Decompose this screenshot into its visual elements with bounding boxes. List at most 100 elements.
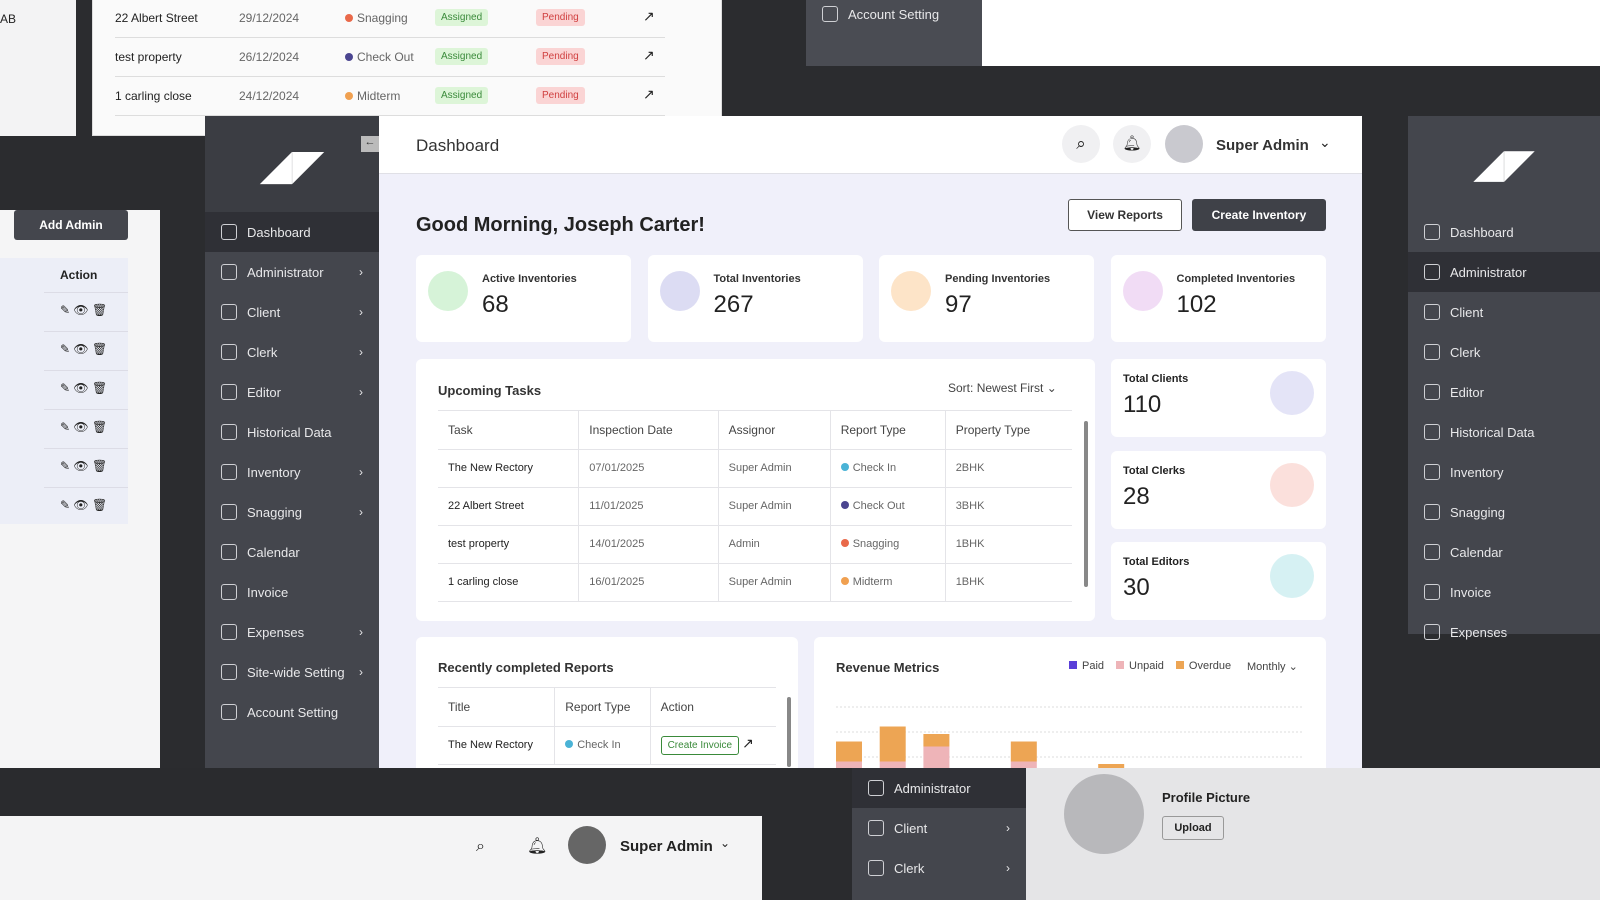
right-sidebar-item[interactable]: Inventory <box>1408 452 1600 492</box>
sidebar-item-dashboard[interactable]: Dashboard <box>205 212 379 252</box>
admin-row: ✎ 👁︎ 🗑︎ <box>44 448 128 486</box>
period-dropdown[interactable]: Monthly ⌄ <box>1247 661 1298 673</box>
user-name[interactable]: Super Admin <box>620 838 713 855</box>
sidebar-item-editor[interactable]: Editor › <box>205 372 379 412</box>
sidebar-item-snagging[interactable]: Snagging › <box>205 492 379 532</box>
avatar[interactable] <box>568 826 606 864</box>
delete-icon[interactable]: 🗑︎ <box>91 420 108 434</box>
view-icon[interactable]: 👁︎ <box>73 459 89 473</box>
delete-icon[interactable]: 🗑︎ <box>91 381 108 395</box>
stat-value: 102 <box>1176 291 1217 318</box>
stat-value: 110 <box>1123 391 1162 418</box>
stat-value: 97 <box>945 291 972 318</box>
right-sidebar-item[interactable]: Expenses <box>1408 612 1600 652</box>
view-icon[interactable]: 👁︎ <box>73 420 89 434</box>
search-icon[interactable]: ⌕ <box>476 838 485 855</box>
table-row[interactable]: test property 14/01/2025 Admin Snagging 1BHK <box>438 525 1072 564</box>
right-sidebar-item[interactable]: Invoice <box>1408 572 1600 612</box>
edit-icon[interactable]: ✎ <box>60 498 71 512</box>
chevron-right-icon: › <box>359 505 363 519</box>
sidebar-item-site-wide-setting[interactable]: Site-wide Setting › <box>205 652 379 692</box>
view-icon[interactable]: 👁︎ <box>73 381 89 395</box>
right-sidebar-item[interactable]: Editor <box>1408 372 1600 412</box>
right-sidebar-item[interactable]: Administrator <box>1408 252 1600 292</box>
sidebar-item-expenses[interactable]: Expenses › <box>205 612 379 652</box>
view-icon[interactable]: 👁︎ <box>73 303 89 317</box>
sidebar-item-invoice[interactable]: Invoice <box>205 572 379 612</box>
bottom-sidebar-item[interactable]: Clerk › <box>852 848 1026 888</box>
table-row[interactable]: 22 Albert Street 11/01/2025 Super Admin Che… <box>438 487 1072 526</box>
right-sidebar-item[interactable]: Historical Data <box>1408 412 1600 452</box>
delete-icon[interactable]: 🗑︎ <box>91 459 108 473</box>
nav-icon <box>221 544 237 560</box>
nav-icon <box>1424 344 1440 360</box>
edit-icon[interactable]: ✎ <box>60 420 71 434</box>
stat-value: 28 <box>1123 482 1150 510</box>
bottom-sidebar-item[interactable]: Administrator <box>852 768 1026 808</box>
user-name[interactable]: Super Admin <box>1216 137 1309 154</box>
right-sidebar-item[interactable]: Clerk <box>1408 332 1600 372</box>
sort-dropdown[interactable]: Sort: Newest First ⌄ <box>948 381 1057 395</box>
chevron-right-icon: › <box>359 265 363 279</box>
right-sidebar-item[interactable]: Client <box>1408 292 1600 332</box>
nav-label: Invoice <box>247 584 289 600</box>
sidebar-item-client[interactable]: Client › <box>205 292 379 332</box>
edit-icon[interactable]: ✎ <box>60 459 71 473</box>
add-admin-button[interactable]: Add Admin <box>14 210 128 240</box>
open-arrow-icon[interactable]: ↗ <box>643 8 655 24</box>
sidebar-item-historical-data[interactable]: Historical Data <box>205 412 379 452</box>
view-reports-button[interactable]: View Reports <box>1068 199 1182 231</box>
chevron-down-icon[interactable]: ⌄ <box>720 836 731 850</box>
chevron-right-icon: › <box>359 385 363 399</box>
nav-label: Calendar <box>1450 544 1503 560</box>
sidebar-item-inventory[interactable]: Inventory › <box>205 452 379 492</box>
assignor: Super Admin <box>717 449 831 488</box>
nav-icon <box>868 780 884 796</box>
edit-icon[interactable]: ✎ <box>60 303 71 317</box>
edit-icon[interactable]: ✎ <box>60 381 71 395</box>
create-inventory-button[interactable]: Create Inventory <box>1192 199 1326 231</box>
nav-icon <box>868 820 884 836</box>
edit-icon[interactable]: ✎ <box>60 342 71 356</box>
table-row[interactable]: 1 carling close 16/01/2025 Super Admin Midt… <box>438 563 1072 602</box>
chevron-down-icon[interactable]: ⌄ <box>1319 134 1331 150</box>
bg-table-row[interactable]: 1 carling close 24/12/2024 Midterm Assig… <box>115 78 665 116</box>
avatar[interactable] <box>1165 125 1203 163</box>
bg-table-row[interactable]: test property 26/12/2024 Check Out Assig… <box>115 39 665 77</box>
delete-icon[interactable]: 🗑︎ <box>91 498 108 512</box>
open-arrow-icon[interactable]: ↗ <box>643 47 655 63</box>
account-setting-label[interactable]: Account Setting <box>848 6 940 22</box>
bar-overdue <box>1010 741 1037 762</box>
nav-icon <box>221 664 237 680</box>
open-arrow-icon[interactable]: ↗ <box>643 86 655 102</box>
scrollbar[interactable] <box>787 697 791 767</box>
delete-icon[interactable]: 🗑︎ <box>91 342 108 356</box>
collapse-icon[interactable]: ← <box>361 136 379 152</box>
right-sidebar-item[interactable]: Dashboard <box>1408 212 1600 252</box>
admin-row: ✎ 👁︎ 🗑︎ <box>44 370 128 408</box>
bottom-sidebar-item[interactable]: Client › <box>852 808 1026 848</box>
right-sidebar-item[interactable]: Calendar <box>1408 532 1600 572</box>
scrollbar[interactable] <box>1084 421 1088 587</box>
delete-icon[interactable]: 🗑︎ <box>91 303 108 317</box>
stat-card: Active Inventories 68 <box>416 255 631 342</box>
nav-icon <box>868 860 884 876</box>
view-icon[interactable]: 👁︎ <box>73 498 89 512</box>
right-sidebar-item[interactable]: Snagging <box>1408 492 1600 532</box>
sidebar-item-administrator[interactable]: Administrator › <box>205 252 379 292</box>
bg-table-row[interactable]: 22 Albert Street 29/12/2024 Snagging Ass… <box>115 0 665 38</box>
assignor: Super Admin <box>717 563 831 602</box>
nav-icon <box>221 304 237 320</box>
create-invoice-button[interactable]: Create Invoice <box>660 736 740 755</box>
sidebar-item-calendar[interactable]: Calendar <box>205 532 379 572</box>
sidebar-item-account-setting[interactable]: Account Setting <box>205 692 379 732</box>
bell-icon[interactable]: 🔔︎ <box>527 838 548 855</box>
search-icon[interactable]: ⌕ <box>1062 125 1100 163</box>
upload-button[interactable]: Upload <box>1162 816 1224 840</box>
table-row[interactable]: The New Rectory Check In Create Invoice ↗ <box>438 726 776 765</box>
sidebar-item-clerk[interactable]: Clerk › <box>205 332 379 372</box>
open-arrow-icon[interactable]: ↗ <box>742 735 754 751</box>
view-icon[interactable]: 👁︎ <box>73 342 89 356</box>
table-row[interactable]: The New Rectory 07/01/2025 Super Admin Chec… <box>438 449 1072 488</box>
bell-icon[interactable]: 🔔︎ <box>1113 125 1151 163</box>
